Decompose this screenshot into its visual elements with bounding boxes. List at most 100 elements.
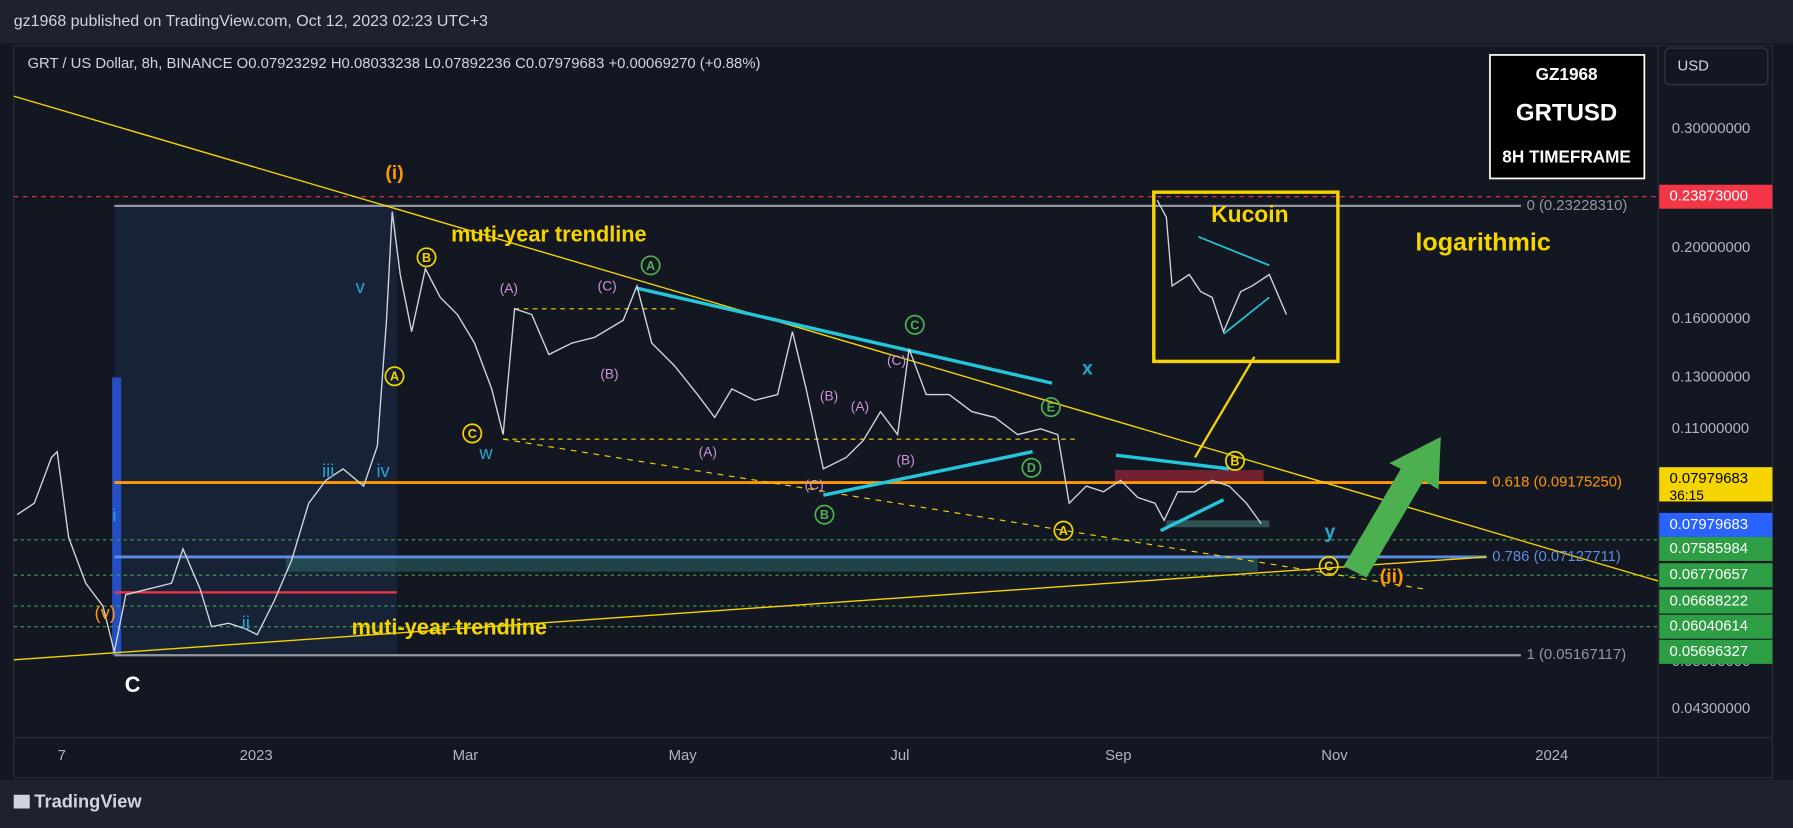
circled-label-ring	[1053, 520, 1074, 541]
price-label: 0.07979683	[1670, 517, 1749, 533]
fib-label: 0 (0.23228310)	[1527, 198, 1628, 214]
arrow	[1343, 436, 1441, 578]
annotation: muti-year trendline	[352, 615, 548, 640]
price-tick-label: 0.13000000	[1672, 369, 1751, 385]
price-label-bg	[1659, 184, 1773, 209]
circled-label-ring	[1224, 450, 1245, 471]
pattern-line	[1159, 498, 1225, 533]
circled-label-ring	[1021, 457, 1042, 478]
annotation: (A)	[851, 399, 869, 414]
annotation: x	[1082, 358, 1093, 380]
pattern-line	[1198, 235, 1270, 267]
pattern-line	[1115, 453, 1230, 471]
circled-label-ring	[1318, 556, 1339, 577]
annotation: (ii)	[1380, 566, 1404, 588]
time-tick-label: Jul	[890, 748, 909, 764]
trendline	[13, 556, 1487, 661]
circled-label-ring	[384, 366, 405, 387]
circled-label: B	[1230, 454, 1239, 468]
annotation: y	[1324, 521, 1335, 543]
circled-label-ring	[1040, 397, 1061, 418]
price-label-bg	[1659, 467, 1773, 502]
price-label-bg	[1659, 563, 1773, 588]
price-label: 0.07979683	[1670, 471, 1749, 487]
price-label: 0.07585984	[1670, 541, 1749, 557]
circled-label-ring	[462, 423, 483, 444]
annotation: (C)	[598, 279, 617, 294]
publisher: gz1968 published on TradingView.com, Oct…	[14, 13, 488, 30]
annotation: w	[478, 442, 493, 463]
circled-label: A	[646, 259, 655, 273]
price-label-bg	[1659, 614, 1773, 639]
annotation: muti-year trendline	[451, 221, 647, 246]
price-label-bg	[1659, 536, 1773, 561]
circled-label-ring	[814, 504, 835, 525]
fib-label: 0.618 (0.09175250)	[1492, 475, 1622, 491]
time-tick-label: 2024	[1535, 748, 1568, 764]
circled-label: C	[1324, 560, 1333, 574]
fib-label: 1 (0.05167117)	[1527, 647, 1627, 663]
currency-button[interactable]	[1664, 47, 1769, 86]
circled-label-ring	[904, 314, 925, 335]
annotation: ii	[242, 612, 250, 633]
info-text: GZ1968	[1536, 64, 1598, 84]
zone	[1166, 520, 1270, 528]
price-tick-label: 0.16000000	[1672, 311, 1751, 327]
logo-mark	[13, 794, 30, 809]
price-label-bg	[1659, 639, 1773, 664]
zone	[285, 555, 1258, 572]
price-tick-label: 0.30000000	[1672, 121, 1751, 137]
info-text: GRTUSD	[1516, 100, 1617, 127]
time-tick-label: Sep	[1105, 748, 1131, 764]
annotation: (A)	[699, 445, 717, 460]
fib-label: 0.786 (0.07127711)	[1492, 549, 1621, 565]
annotation: C	[125, 672, 141, 697]
pattern-lines	[636, 286, 1230, 533]
price-tick-label: 0.04300000	[1672, 701, 1751, 717]
circled-label: A	[1059, 524, 1068, 538]
time-tick-label: 7	[58, 748, 66, 764]
circled-label: E	[1047, 401, 1055, 415]
time-tick-label: May	[669, 748, 698, 764]
price-line	[16, 211, 1262, 653]
footer-logo: TradingView	[34, 791, 142, 812]
circled-label: A	[390, 370, 399, 384]
annotation: Kucoin	[1211, 201, 1288, 227]
annotation: (v)	[95, 602, 116, 623]
symbol-line: GRT / US Dollar, 8h, BINANCE O0.07923292…	[27, 56, 760, 72]
circled-label: B	[820, 508, 829, 522]
annotation: i	[112, 505, 116, 526]
annotation: (i)	[385, 162, 403, 184]
annotation: (B)	[820, 388, 838, 403]
annotation: v	[356, 276, 366, 297]
circled-label: C	[910, 318, 919, 332]
annotation: (B)	[600, 367, 618, 382]
price-label: 0.05696327	[1670, 644, 1749, 660]
annotation: (A)	[500, 281, 518, 296]
pattern-line	[636, 286, 1053, 385]
price-label: 0.06770657	[1670, 567, 1749, 583]
fib-region	[114, 205, 397, 656]
price-tick-label: 0.20000000	[1672, 240, 1751, 256]
price-tick-label: 0.11000000	[1672, 421, 1749, 437]
top-bar	[0, 0, 1793, 44]
price-label-bg	[1659, 589, 1773, 614]
annotation: (C)	[805, 478, 824, 493]
volume-profile	[112, 377, 122, 656]
time-tick-label: Nov	[1321, 748, 1348, 764]
annotation: iv	[376, 460, 390, 481]
zone	[1114, 470, 1264, 482]
circled-label-ring	[416, 247, 437, 268]
countdown: 36:15	[1670, 488, 1705, 503]
time-tick-label: 2023	[240, 748, 273, 764]
bottom-bar	[0, 779, 1793, 828]
connector	[1193, 356, 1256, 459]
pattern-line	[822, 450, 1033, 497]
price-label-bg	[1659, 512, 1773, 537]
circled-label: B	[422, 251, 431, 265]
time-tick-label: Mar	[453, 748, 479, 764]
currency: USD	[1678, 58, 1710, 74]
circled-label-ring	[640, 255, 661, 276]
annotation: logarithmic	[1415, 228, 1551, 256]
